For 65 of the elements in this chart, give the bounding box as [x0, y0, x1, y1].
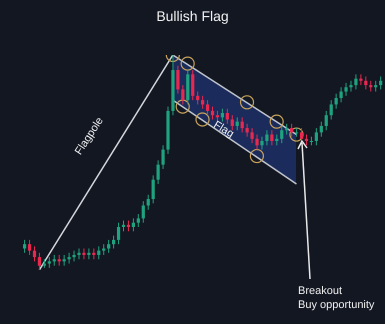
- candlestick: [68, 252, 71, 264]
- point: [176, 100, 190, 114]
- candlestick: [62, 254, 66, 266]
- point: [270, 114, 284, 129]
- candlestick: [176, 65, 180, 94]
- candlestick: [265, 130, 269, 146]
- annotation: Flag: [210, 118, 236, 142]
- candlestick: [32, 246, 36, 262]
- candlestick: [161, 144, 165, 170]
- candlestick: [314, 128, 318, 146]
- candlestick: [349, 80, 353, 92]
- point: [240, 95, 254, 110]
- candlestick: [275, 134, 278, 146]
- candlestick: [136, 214, 140, 228]
- candlestick: [132, 218, 135, 232]
- candlestick: [196, 91, 200, 105]
- text: Breakout Buy opportunity: [298, 284, 374, 312]
- candlestick: [260, 136, 264, 150]
- candlestick: [48, 256, 51, 268]
- candlestick: [310, 136, 314, 146]
- candlestick: [52, 254, 56, 266]
- candlestick: [250, 128, 254, 144]
- candlestick: [369, 80, 372, 92]
- point: [250, 148, 264, 164]
- candlestick: [246, 123, 249, 138]
- chart-title: Bullish Flag: [155, 8, 230, 24]
- point: [180, 56, 195, 71]
- candlestick: [330, 100, 333, 120]
- candlestick: [359, 74, 362, 86]
- candlestick: [270, 130, 274, 146]
- candlestick: [28, 239, 32, 256]
- candlestick: [240, 116, 244, 133]
- candlestick: [374, 80, 378, 92]
- candlestick: [216, 110, 220, 122]
- candlestick: [290, 123, 294, 138]
- point: [195, 112, 210, 127]
- candlestick: [354, 74, 358, 90]
- candlestick: [285, 123, 288, 136]
- candlestick: [116, 222, 120, 245]
- candlestick: [320, 121, 323, 138]
- candlestick: [107, 239, 110, 254]
- candlestick: [206, 100, 210, 116]
- candlestick: [236, 116, 239, 131]
- point: [289, 127, 304, 142]
- candlestick: [364, 76, 368, 90]
- candlestick: [300, 128, 304, 144]
- candlestick: [142, 200, 145, 224]
- candlestick: [339, 86, 343, 103]
- candlestick: [97, 246, 100, 260]
- candlestick: [22, 239, 26, 254]
- candlestick: [92, 248, 96, 260]
- candlestick: [146, 194, 150, 210]
- candlestick: [255, 134, 259, 150]
- candlestick: [324, 110, 328, 131]
- candlestick: [201, 95, 204, 110]
- candlestick: [38, 252, 42, 270]
- candlestick: [152, 174, 155, 204]
- candlestick: [181, 84, 184, 105]
- candlestick: [58, 254, 61, 266]
- candlestick: [280, 125, 284, 144]
- candlestick: [220, 108, 224, 122]
- candlestick: [156, 160, 160, 184]
- candlestick: [191, 70, 194, 101]
- candlestick: [334, 93, 338, 110]
- candlestick: [102, 244, 106, 256]
